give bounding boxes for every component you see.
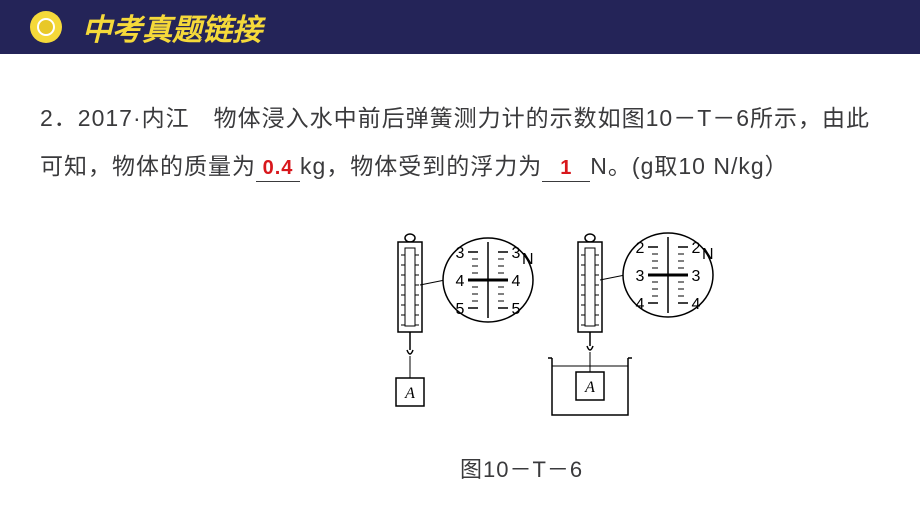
mag-r-3r: 3 (692, 268, 701, 285)
mag-r-3l: 3 (636, 268, 645, 285)
header-title: 中考真题链接 (82, 5, 262, 49)
mag-r-4r: 4 (692, 296, 701, 313)
mag-r-2r: 2 (692, 240, 701, 257)
physics-diagram: A (350, 230, 730, 450)
mag-l-unit: N (522, 251, 534, 268)
question-middle: kg，物体受到的浮力为 (300, 153, 542, 179)
block-label-left: A (404, 385, 415, 402)
answer-1: 0.4 (263, 157, 294, 179)
bullet-icon-inner (37, 18, 55, 36)
mag-l-3l: 3 (456, 245, 465, 262)
hanger-ring-left (405, 234, 415, 242)
block-label-right: A (584, 379, 595, 396)
mag-l-5r: 5 (512, 301, 521, 318)
hook-left (407, 350, 413, 354)
left-apparatus: A (396, 234, 534, 406)
mag-l-4l: 4 (456, 273, 465, 290)
magnifier-left: 3 3 4 4 5 5 N (420, 238, 534, 322)
question-paragraph: 2．2017·内江 物体浸入水中前后弹簧测力计的示数如图10－T－6所示，由此可… (40, 94, 890, 191)
slide-header: 中考真题链接 (0, 0, 920, 54)
mag-r-2l: 2 (636, 240, 645, 257)
mag-line-left (420, 280, 445, 285)
figure-area: A (350, 230, 730, 450)
figure-caption: 图10－T－6 (460, 452, 583, 484)
scale-slot-right (585, 248, 595, 326)
blank-2: 1 (542, 153, 590, 182)
right-apparatus: A 2 2 (548, 233, 714, 415)
mag-r-unit: N (702, 246, 714, 263)
question-content: 2．2017·内江 物体浸入水中前后弹簧测力计的示数如图10－T－6所示，由此可… (0, 54, 920, 191)
scale-slot-left (405, 248, 415, 326)
answer-2: 1 (560, 157, 572, 179)
hook-right (587, 346, 593, 350)
mag-line-right (600, 275, 625, 280)
mag-l-4r: 4 (512, 273, 521, 290)
bullet-icon (30, 11, 62, 43)
mag-l-3r: 3 (512, 245, 521, 262)
hanger-ring-right (585, 234, 595, 242)
blank-1: 0.4 (256, 153, 300, 182)
magnifier-right: 2 2 3 3 4 4 N (600, 233, 714, 317)
mag-r-4l: 4 (636, 296, 645, 313)
question-suffix: N。(g取10 N/kg） (590, 153, 788, 179)
mag-l-5l: 5 (456, 301, 465, 318)
